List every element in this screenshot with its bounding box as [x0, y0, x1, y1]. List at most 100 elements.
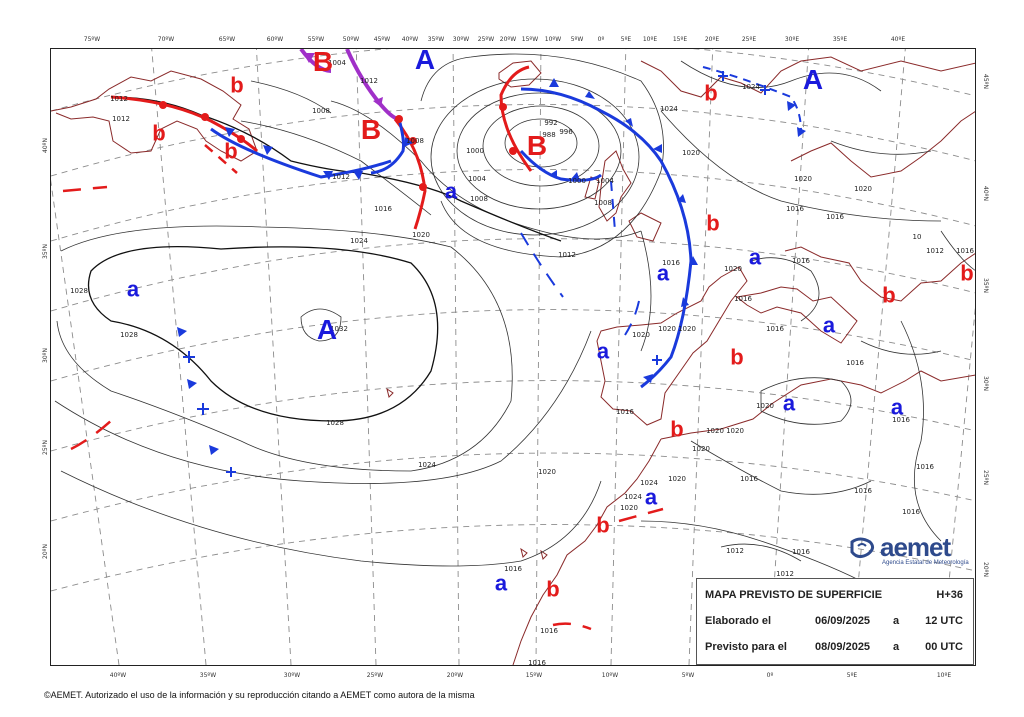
isobar-label: 1016 [528, 659, 546, 665]
isobar-label: 1020 [538, 468, 556, 476]
high-pressure-nucleus: a [445, 179, 458, 204]
isobar-label: 992 [544, 119, 557, 127]
longitude-label: 65ºW [218, 36, 236, 43]
low-pressure-nucleus: b [730, 345, 743, 370]
longitude-label: 10ºE [936, 672, 952, 679]
longitude-label: 30ºW [283, 672, 301, 679]
isobar-label: 1016 [740, 475, 758, 483]
surface-forecast-map: 1012 1012 1008 1012 1004 1008 1012 1016 1020 1024… [50, 48, 976, 666]
high-pressure-nucleus: a [823, 313, 836, 338]
isobar-label: 1024 [742, 83, 760, 91]
longitude-label: 0º [766, 672, 774, 679]
elaborated-date: 06/09/2025 [815, 615, 871, 627]
low-pressure-nucleus: b [230, 73, 243, 98]
isobar-label: 1008 [470, 195, 488, 203]
isobar-label: 1000 [568, 177, 586, 185]
front-symbols [159, 53, 806, 477]
longitude-label: 40ºW [401, 36, 419, 43]
longitude-label: 45ºW [373, 36, 391, 43]
isobar-label: 1012 [112, 115, 130, 123]
logo-subtitle: Agencia Estatal de Meteorología [882, 560, 969, 566]
isobar-label: 1028 [120, 331, 138, 339]
coastlines [51, 56, 975, 665]
isobar-label: 1016 [892, 416, 910, 424]
isobar-label: 1024 [418, 461, 436, 469]
high-pressure-nucleus: a [783, 391, 796, 416]
low-pressure-nucleus: b [546, 577, 559, 602]
isobar-label: 1016 [786, 205, 804, 213]
longitude-label: 10ºW [601, 672, 619, 679]
isobar-label: 1012 [360, 77, 378, 85]
isobar-label: 1020 [794, 175, 812, 183]
longitude-label: 50ºW [342, 36, 360, 43]
isobar-label: 1020 [682, 149, 700, 157]
aemet-logo: aemet Agencia Estatal de Meteorología [848, 532, 974, 572]
valid-date: 08/09/2025 [815, 641, 871, 653]
isobar-label: 1012 [726, 547, 744, 555]
forecast-horizon: H+36 [936, 589, 963, 601]
isobar-label: 1004 [596, 177, 614, 185]
isobar-label: 1024 [350, 237, 368, 245]
isobar-label: 1016 [792, 548, 810, 556]
isobar-label: 1016 [616, 408, 634, 416]
longitude-label: 5ºW [570, 36, 584, 43]
latitude-label: 35ºN [41, 244, 49, 259]
longitude-label: 30ºE [784, 36, 800, 43]
isobar-label: 1020 [668, 475, 686, 483]
longitude-label: 15ºE [672, 36, 688, 43]
low-pressure-center: B [313, 49, 333, 77]
isobars [54, 53, 975, 582]
aemet-logo-mark [850, 537, 875, 559]
isobar-label: 1016 [504, 565, 522, 573]
isobar-label: 996 [559, 128, 573, 136]
longitude-label: 40ºW [109, 672, 127, 679]
high-pressure-center: A [803, 64, 823, 95]
longitude-label: 10ºW [544, 36, 562, 43]
isobar-label: 1024 [660, 105, 678, 113]
latitude-label: 30ºN [981, 376, 989, 391]
isobar-label: 1024 [624, 493, 642, 501]
longitude-label: 35ºW [199, 672, 217, 679]
latitude-label: 20ºN [41, 544, 49, 559]
high-pressure-center: A [317, 314, 337, 345]
isobar-label: 1008 [594, 199, 612, 207]
valid-row: Previsto para el 08/09/2025 a 00 UTC [705, 641, 963, 657]
isobar-label: 1020 [724, 265, 742, 273]
latitude-label: 40ºN [981, 186, 989, 201]
isobar-label: 1016 [902, 508, 920, 516]
longitude-label: 5ºE [620, 36, 632, 43]
elaborated-time: 12 UTC [925, 615, 963, 627]
isobar-label: 1028 [70, 287, 88, 295]
high-pressure-nucleus: a [645, 485, 658, 510]
isobar-label: 1016 [792, 257, 810, 265]
latitude-label: 40ºN [41, 138, 49, 153]
longitude-label: 10ºE [642, 36, 658, 43]
latitude-label: 45ºN [981, 74, 989, 89]
high-pressure-nucleus: a [127, 277, 140, 302]
low-pressure-nucleus: b [704, 81, 717, 106]
latitude-label: 30ºN [41, 348, 49, 363]
low-pressure-nucleus: b [152, 121, 165, 146]
isobar-label: 1020 [620, 504, 638, 512]
isobar-label: 1020 [678, 325, 696, 333]
isobar-label: 1020 [854, 185, 872, 193]
high-pressure-nucleus: a [597, 339, 610, 364]
longitude-label: 15ºW [525, 672, 543, 679]
low-pressure-nucleus: b [670, 417, 683, 442]
isobar-label: 1012 [926, 247, 944, 255]
latitude-label: 20ºN [981, 562, 989, 577]
longitude-label: 5ºW [681, 672, 695, 679]
low-pressure-center: B [527, 130, 547, 161]
isobar-label: 1020 [756, 402, 774, 410]
longitude-label: 30ºW [452, 36, 470, 43]
low-pressure-nucleus: b [596, 513, 609, 538]
logo-wordmark: aemet [880, 532, 951, 562]
isobar-label: 988 [542, 131, 555, 139]
latitude-label: 25ºN [41, 440, 49, 455]
isobar-label: 1024 [640, 479, 658, 487]
elaborated-row: Elaborado el 06/09/2025 a 12 UTC [705, 615, 963, 631]
valid-label: Previsto para el [705, 641, 787, 653]
latitude-label: 25ºN [981, 470, 989, 485]
isobar-label: 1016 [734, 295, 752, 303]
elaborated-at: a [893, 615, 900, 627]
